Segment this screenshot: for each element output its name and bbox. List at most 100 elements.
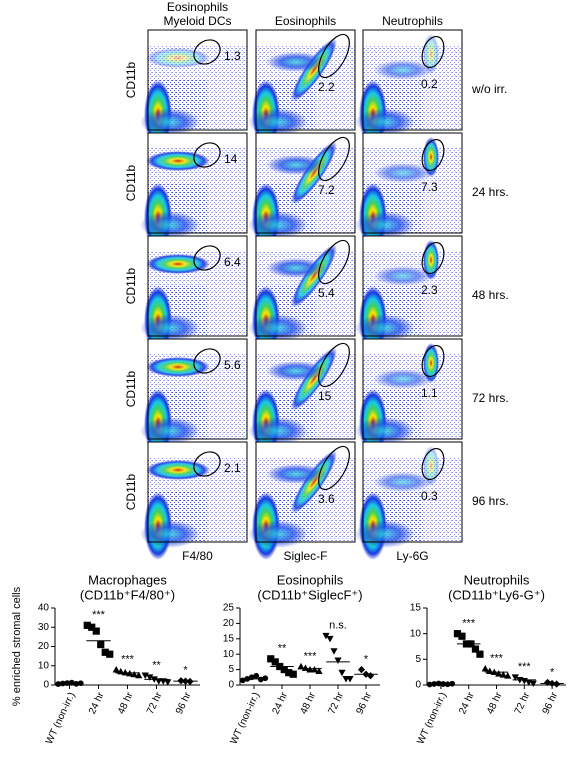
density-band: [266, 258, 326, 278]
row-label: 24 hrs.: [472, 185, 509, 199]
gate: [318, 136, 350, 182]
point: [435, 680, 442, 687]
y-axis-label: CD11b: [124, 61, 138, 98]
flow-panel: [248, 441, 356, 560]
x-tick-label: 24 hr: [271, 690, 291, 716]
gate: [421, 447, 445, 481]
gate-value: 0.3: [421, 489, 438, 503]
x-tick-label: 48 hr: [485, 690, 505, 716]
panel-frame: [147, 29, 248, 131]
x-tick-label: 72 hr: [145, 690, 165, 716]
point: [289, 670, 297, 678]
density-band: [146, 357, 210, 377]
y-axis-label: CD11b: [124, 164, 138, 201]
significance: *: [550, 666, 555, 678]
gate: [318, 342, 350, 388]
gate-value: 5.4: [318, 286, 335, 300]
panel-frame: [255, 441, 356, 543]
point: [135, 671, 143, 679]
gate-value: 2.1: [224, 461, 241, 475]
density-band: [373, 266, 433, 286]
point: [334, 657, 342, 664]
x-tick-label: 72 hr: [513, 690, 533, 716]
density-band: [146, 48, 210, 68]
panel-frame: [255, 29, 356, 131]
x-tick-label: 48 hr: [299, 690, 319, 716]
point: [297, 662, 305, 670]
point: [553, 680, 561, 688]
point: [97, 640, 105, 649]
density-band: [146, 254, 210, 274]
gate-value: 1.1: [421, 386, 438, 400]
flow-panel: [355, 235, 463, 354]
point: [280, 666, 288, 674]
point: [476, 650, 484, 658]
y-tick-label: 0: [415, 680, 421, 691]
point: [495, 670, 503, 677]
gate: [318, 33, 350, 79]
point: [471, 645, 480, 653]
column-title: Myeloid DCs: [163, 14, 231, 28]
row-label: w/o irr.: [471, 82, 507, 96]
point: [315, 667, 323, 675]
density-band: [373, 60, 433, 80]
y-tick-label: 25: [223, 603, 235, 614]
x-axis-label: F4/80: [182, 549, 213, 563]
point: [544, 678, 552, 687]
point: [338, 669, 346, 677]
point: [330, 648, 338, 655]
flow-panel: [140, 441, 248, 560]
gate: [421, 138, 445, 172]
y-axis-label: % enriched stromal cells: [11, 586, 23, 706]
significance: ***: [121, 654, 135, 666]
panel-frame: [147, 235, 248, 337]
density-low: [248, 314, 308, 342]
point: [310, 666, 319, 673]
density-low: [355, 314, 415, 342]
density-low: [355, 108, 415, 136]
y-tick-label: 20: [38, 641, 50, 652]
point: [271, 658, 279, 666]
x-tick-label: 24 hr: [457, 690, 477, 716]
panel-frame: [255, 338, 356, 440]
gate-value: 2.3: [421, 283, 438, 297]
density-band: [146, 151, 210, 171]
density-low: [140, 520, 200, 548]
point: [511, 674, 519, 681]
point: [257, 676, 264, 683]
y-tick-label: 20: [223, 618, 235, 629]
gate: [421, 344, 445, 378]
panel-frame: [255, 235, 356, 337]
x-axis-label: Ly-6G: [396, 549, 428, 563]
chart-title: (CD11b⁺SiglecF⁺): [257, 587, 362, 602]
column-title: Eosinophils: [275, 14, 336, 28]
y-tick-label: 10: [410, 628, 422, 639]
density-low: [248, 417, 308, 445]
y-tick-label: 10: [223, 649, 235, 660]
x-tick-label: 24 hr: [87, 690, 107, 716]
y-axis-label: CD11b: [124, 267, 138, 304]
significance: ***: [490, 652, 504, 664]
point: [55, 681, 62, 687]
chart-title: Eosinophils: [277, 572, 344, 587]
chart-title: Neutrophils: [464, 572, 530, 587]
y-tick-label: 5: [415, 654, 421, 665]
column-title: Neutrophils: [382, 14, 443, 28]
significance: **: [278, 643, 287, 655]
panel-frame: [362, 235, 463, 337]
flow-panel: [248, 235, 356, 354]
panel-frame: [255, 132, 356, 234]
significance: ***: [462, 618, 476, 630]
gate: [421, 35, 445, 69]
significance: ***: [304, 650, 318, 662]
gate: [193, 39, 221, 65]
gate-value: 7.2: [318, 183, 335, 197]
significance: **: [152, 659, 161, 671]
row-label: 72 hrs.: [472, 391, 509, 405]
point: [141, 672, 149, 679]
density-low: [140, 211, 200, 239]
chart-title: Macrophages: [88, 572, 167, 587]
row-label: 96 hrs.: [472, 494, 509, 508]
density-band: [373, 163, 433, 183]
